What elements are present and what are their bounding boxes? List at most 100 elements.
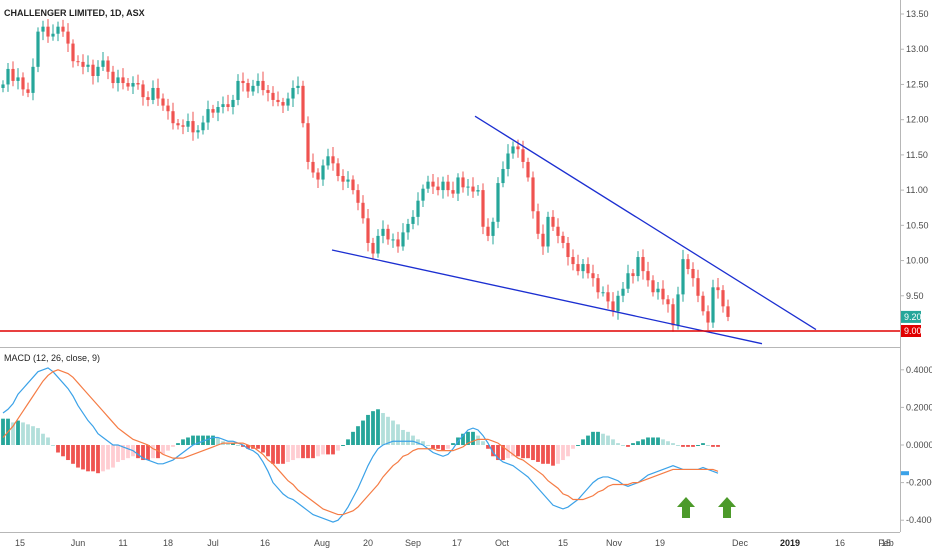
macd-histogram-bar xyxy=(461,433,465,445)
macd-histogram-bar xyxy=(116,445,120,462)
macd-histogram-bar xyxy=(626,445,630,447)
candle-body xyxy=(61,26,65,32)
candle-body xyxy=(1,84,5,88)
candle-body xyxy=(601,292,605,294)
candle-body xyxy=(586,264,590,274)
candle-body xyxy=(571,257,575,265)
annotation-arrows xyxy=(677,497,736,518)
wedge-lower-line xyxy=(331,249,763,345)
time-tick-label: Aug xyxy=(314,538,330,548)
macd-histogram-bar xyxy=(371,411,375,445)
macd-tick-label: -0.4000 xyxy=(906,515,932,525)
candle-body xyxy=(231,99,235,107)
macd-histogram-bar xyxy=(341,445,345,446)
candle-body xyxy=(706,311,710,323)
candle-body xyxy=(141,84,145,98)
candle-body xyxy=(166,105,170,112)
macd-histogram-bar xyxy=(416,439,420,445)
candle-body xyxy=(546,216,550,247)
macd-histogram-bar xyxy=(536,445,540,462)
time-tick-label: 20 xyxy=(363,538,373,548)
macd-histogram-bar xyxy=(716,445,720,447)
candle-body xyxy=(471,186,475,192)
candle-body xyxy=(126,83,130,87)
time-tick-label: 16 xyxy=(835,538,845,548)
macd-histogram-bar xyxy=(41,433,45,445)
price-tick-label: 13.50 xyxy=(906,9,929,19)
candle-body xyxy=(171,111,175,124)
price-chart-title: CHALLENGER LIMITED, 1D, ASX xyxy=(4,8,145,18)
candle-body xyxy=(356,190,360,203)
macd-histogram-bar xyxy=(141,445,145,461)
macd-tick-label: 0.0000 xyxy=(906,440,932,450)
candle-body xyxy=(266,90,270,93)
time-tick-label: Feb xyxy=(878,538,894,548)
candle-body xyxy=(206,109,210,123)
candle-body xyxy=(606,292,610,302)
macd-histogram-bar xyxy=(526,445,530,459)
support-price-badge xyxy=(901,325,921,337)
macd-histogram-bar xyxy=(106,445,110,470)
macd-histogram-bar xyxy=(506,445,510,459)
candle-body xyxy=(431,181,435,187)
macd-histogram-bar xyxy=(96,445,100,474)
macd-histogram-bar xyxy=(551,445,555,466)
candle-body xyxy=(136,83,140,85)
macd-histogram-bar xyxy=(291,445,295,461)
candle-body xyxy=(281,102,285,106)
last-price-label: 9.20 xyxy=(904,312,922,322)
macd-histogram-bar xyxy=(491,445,495,457)
candle-body xyxy=(46,26,50,37)
macd-tick-label: -0.2000 xyxy=(906,478,932,488)
candle-body xyxy=(56,26,60,34)
candle-body xyxy=(436,186,440,191)
time-tick-label: Dec xyxy=(732,538,749,548)
macd-histogram-bar xyxy=(621,445,625,446)
candle-body xyxy=(501,168,505,184)
macd-histogram-bar xyxy=(531,445,535,461)
candle-body xyxy=(211,109,215,113)
macd-histogram-bar xyxy=(681,445,685,447)
candle-body xyxy=(116,77,120,84)
macd-histogram-bar xyxy=(226,443,230,445)
time-tick-label: Oct xyxy=(495,538,510,548)
candle-body xyxy=(146,97,150,100)
macd-histogram-bar xyxy=(696,445,700,446)
candle-body xyxy=(581,264,585,272)
macd-histogram-bar xyxy=(666,441,670,445)
price-tick-label: 9.50 xyxy=(906,291,924,301)
support-price-label: 9.00 xyxy=(904,326,922,336)
candle-body xyxy=(426,181,430,189)
macd-histogram-bar xyxy=(331,445,335,455)
candle-body xyxy=(196,130,200,133)
macd-histogram-bar xyxy=(276,445,280,464)
macd-histogram-bar xyxy=(351,431,355,445)
time-tick-label: 17 xyxy=(452,538,462,548)
macd-histogram-bar xyxy=(571,445,575,449)
candle-body xyxy=(316,172,320,180)
candle-body xyxy=(156,87,160,99)
macd-histogram-bar xyxy=(171,445,175,447)
macd-histogram-bar xyxy=(586,435,590,445)
macd-histogram-bar xyxy=(271,445,275,464)
candle-body xyxy=(121,77,125,84)
candle-body xyxy=(531,177,535,212)
candle-body xyxy=(111,71,115,84)
price-tick-label: 10.00 xyxy=(906,256,929,266)
macd-histogram-bar xyxy=(46,437,50,445)
macd-histogram-bar xyxy=(11,422,15,445)
candle-body xyxy=(11,68,15,81)
macd-histogram-bar xyxy=(406,431,410,445)
macd-axis: 0.4000 0.2000 0.0000 -0.2000 -0.4000 xyxy=(900,365,932,525)
macd-histogram-bar xyxy=(661,439,665,445)
candle-body xyxy=(676,294,680,326)
time-axis: 15 Jun 11 18 Jul 16 Aug 20 Sep 17 Oct 15 Nov 19 Dec 201… xyxy=(15,538,894,548)
candle-body xyxy=(236,80,240,100)
candle-body xyxy=(641,257,645,272)
macd-histogram-bar xyxy=(576,445,580,446)
macd-pane: MACD (12, 26, close, 9) xyxy=(1,353,720,523)
time-tick-label: 16 xyxy=(260,538,270,548)
macd-histogram-bar xyxy=(381,413,385,445)
candle-body xyxy=(276,99,280,103)
